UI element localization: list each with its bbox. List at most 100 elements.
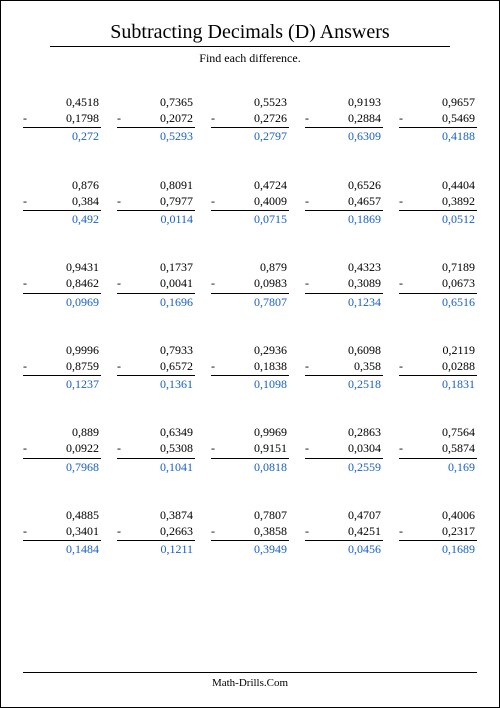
subtrahend: 0,4657 — [319, 193, 383, 209]
blank-sign — [305, 342, 319, 358]
minuend-row: 0,9193 — [305, 94, 383, 110]
answer: 0,0114 — [131, 211, 195, 227]
blank-sign — [305, 459, 319, 475]
minus-sign: - — [117, 440, 131, 456]
blank-sign — [23, 211, 37, 227]
blank-sign — [117, 94, 131, 110]
subtrahend-row: -0,2072 — [117, 110, 195, 128]
problem: 0,1737-0,00410,1696 — [117, 259, 195, 310]
subtrahend-row: -0,1798 — [23, 110, 101, 128]
blank-sign — [23, 541, 37, 557]
blank-sign — [211, 541, 225, 557]
minus-sign: - — [23, 523, 37, 539]
subtrahend: 0,4251 — [319, 523, 383, 539]
subtrahend-row: -0,0041 — [117, 275, 195, 293]
minuend: 0,2863 — [319, 424, 383, 440]
problem: 0,879-0,09830,7807 — [211, 259, 289, 310]
blank-sign — [305, 541, 319, 557]
subtrahend-row: -0,358 — [305, 358, 383, 376]
minuend-row: 0,4006 — [399, 507, 477, 523]
minuend-row: 0,2119 — [399, 342, 477, 358]
minuend: 0,8091 — [131, 177, 195, 193]
answer: 0,1689 — [413, 541, 477, 557]
minuend: 0,4885 — [37, 507, 101, 523]
subtrahend-row: -0,2884 — [305, 110, 383, 128]
blank-sign — [117, 342, 131, 358]
minus-sign: - — [23, 275, 37, 291]
answer: 0,4188 — [413, 128, 477, 144]
answer-row: 0,1234 — [305, 294, 383, 310]
minus-sign: - — [305, 275, 319, 291]
answer: 0,1869 — [319, 211, 383, 227]
answer-row: 0,0715 — [211, 211, 289, 227]
subtrahend-row: -0,3892 — [399, 193, 477, 211]
subtrahend-row: -0,4009 — [211, 193, 289, 211]
minus-sign: - — [399, 193, 413, 209]
answer: 0,2518 — [319, 376, 383, 392]
answer-row: 0,0456 — [305, 541, 383, 557]
blank-sign — [23, 459, 37, 475]
answer: 0,1831 — [413, 376, 477, 392]
blank-sign — [23, 376, 37, 392]
answer: 0,6309 — [319, 128, 383, 144]
subtrahend-row: -0,6572 — [117, 358, 195, 376]
minuend-row: 0,2863 — [305, 424, 383, 440]
answer-row: 0,2518 — [305, 376, 383, 392]
answer-row: 0,1237 — [23, 376, 101, 392]
blank-sign — [211, 94, 225, 110]
blank-sign — [211, 294, 225, 310]
minuend: 0,4323 — [319, 259, 383, 275]
subtrahend-row: -0,0288 — [399, 358, 477, 376]
blank-sign — [399, 128, 413, 144]
blank-sign — [305, 94, 319, 110]
subtrahend: 0,6572 — [131, 358, 195, 374]
minuend: 0,5523 — [225, 94, 289, 110]
answer-row: 0,6516 — [399, 294, 477, 310]
minuend-row: 0,876 — [23, 177, 101, 193]
answer-row: 0,2797 — [211, 128, 289, 144]
problem: 0,7189-0,06730,6516 — [399, 259, 477, 310]
answer: 0,0512 — [413, 211, 477, 227]
subtrahend: 0,4009 — [225, 193, 289, 209]
minus-sign: - — [23, 193, 37, 209]
minus-sign: - — [23, 358, 37, 374]
minus-sign: - — [211, 110, 225, 126]
problem: 0,9431-0,84620,0969 — [23, 259, 101, 310]
minuend-row: 0,4885 — [23, 507, 101, 523]
minus-sign: - — [211, 193, 225, 209]
minus-sign: - — [305, 110, 319, 126]
minuend: 0,4707 — [319, 507, 383, 523]
blank-sign — [211, 459, 225, 475]
problem: 0,2936-0,18380,1098 — [211, 342, 289, 393]
minus-sign: - — [23, 110, 37, 126]
subtrahend: 0,8462 — [37, 275, 101, 291]
minus-sign: - — [399, 358, 413, 374]
answer-row: 0,0969 — [23, 294, 101, 310]
subtrahend: 0,2884 — [319, 110, 383, 126]
answer: 0,1098 — [225, 376, 289, 392]
subtrahend: 0,0673 — [413, 275, 477, 291]
minuend-row: 0,7365 — [117, 94, 195, 110]
minuend: 0,6349 — [131, 424, 195, 440]
blank-sign — [211, 128, 225, 144]
answer-row: 0,1831 — [399, 376, 477, 392]
minuend-row: 0,9969 — [211, 424, 289, 440]
minuend: 0,7933 — [131, 342, 195, 358]
blank-sign — [23, 294, 37, 310]
problem: 0,4404-0,38920,0512 — [399, 177, 477, 228]
blank-sign — [305, 177, 319, 193]
minus-sign: - — [211, 523, 225, 539]
blank-sign — [117, 376, 131, 392]
minus-sign: - — [211, 358, 225, 374]
minus-sign: - — [399, 275, 413, 291]
answer-row: 0,169 — [399, 459, 477, 475]
blank-sign — [305, 211, 319, 227]
answer-row: 0,492 — [23, 211, 101, 227]
blank-sign — [117, 507, 131, 523]
blank-sign — [117, 294, 131, 310]
blank-sign — [211, 259, 225, 275]
blank-sign — [23, 94, 37, 110]
subtrahend-row: -0,7977 — [117, 193, 195, 211]
answer-row: 0,1689 — [399, 541, 477, 557]
minus-sign: - — [305, 193, 319, 209]
